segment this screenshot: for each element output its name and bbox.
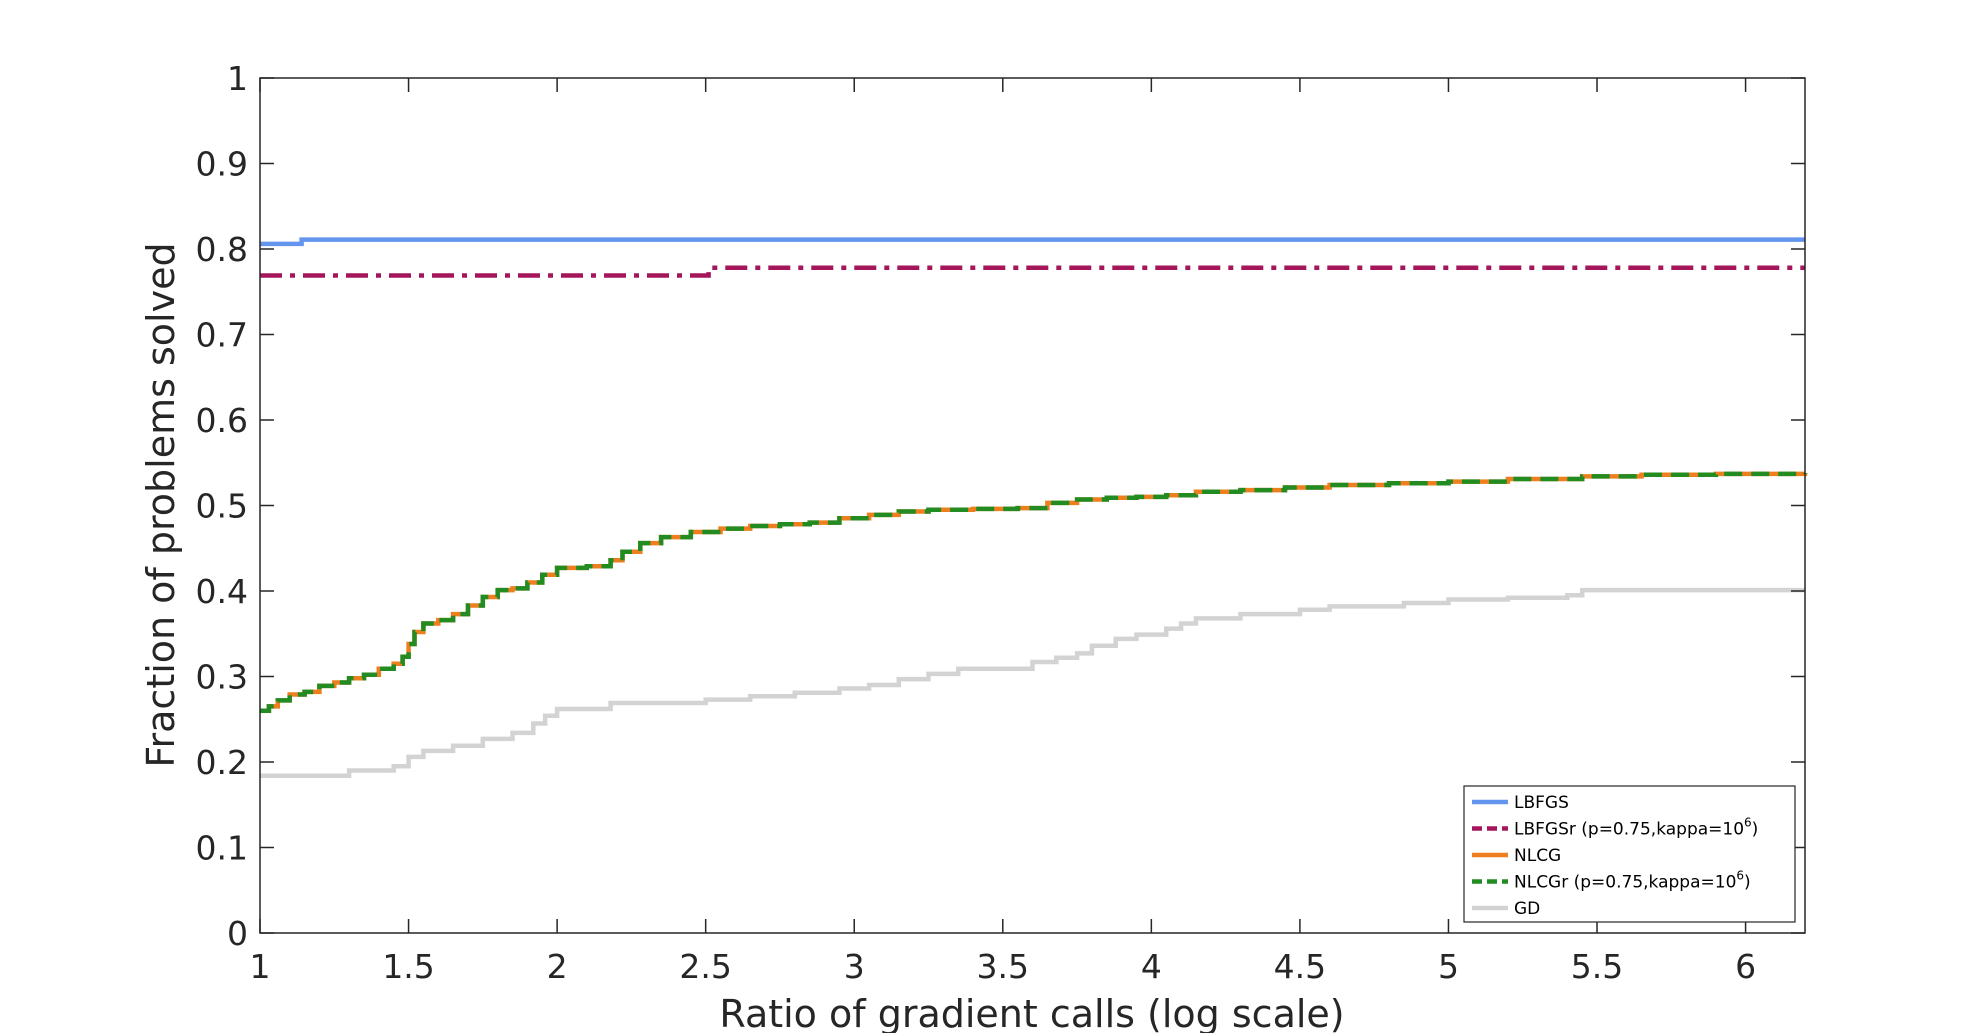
x-axis-label: Ratio of gradient calls (log scale) <box>719 992 1344 1033</box>
x-tick-label: 4.5 <box>1274 947 1326 986</box>
legend-entry-4: GD <box>1514 899 1540 919</box>
y-tick-label: 0 <box>227 914 248 953</box>
series-line-0 <box>260 237 1805 247</box>
y-tick-label: 0.1 <box>196 829 248 868</box>
y-tick-label: 0.4 <box>196 572 248 611</box>
legend-entry-0: LBFGS <box>1514 793 1569 813</box>
legend: LBFGS LBFGSr (p=0.75,kappa=106) NLCG NLCGr … <box>1463 785 1796 923</box>
series-line-1 <box>260 265 1805 278</box>
x-tick-label: 3.5 <box>977 947 1029 986</box>
legend-entry-2: NLCG <box>1514 846 1561 866</box>
x-tick-label: 4 <box>1141 947 1162 986</box>
legend-entry-3: NLCGr (p=0.75,kappa=106) <box>1514 869 1751 893</box>
series-line-4 <box>260 587 1805 778</box>
y-tick-label: 0.3 <box>196 658 248 697</box>
y-tick-label: 1 <box>227 59 248 98</box>
x-tick-label: 3 <box>844 947 865 986</box>
y-tick-label: 0.2 <box>196 743 248 782</box>
y-tick-label: 0.8 <box>196 230 248 269</box>
x-tick-label: 6 <box>1735 947 1756 986</box>
x-tick-label: 5 <box>1438 947 1459 986</box>
x-tick-label: 2 <box>547 947 568 986</box>
x-tick-label: 1.5 <box>382 947 434 986</box>
series-line-3 <box>260 471 1808 713</box>
y-tick-label: 0.9 <box>196 145 248 184</box>
x-tick-label: 5.5 <box>1571 947 1623 986</box>
y-tick-label: 0.6 <box>196 401 248 440</box>
x-tick-label: 2.5 <box>679 947 731 986</box>
y-axis-label: Fraction of problems solved <box>139 242 183 767</box>
ticks-layer: 1 1.5 2 2.5 3 3.5 4 4.5 5 5.5 6 0 0.1 0.2 0.3 0.4 0.5 0.6… <box>196 59 1805 986</box>
legend-entry-1: LBFGSr (p=0.75,kappa=106) <box>1514 816 1758 840</box>
y-tick-label: 0.7 <box>196 316 248 355</box>
series-layer <box>260 237 1808 778</box>
y-tick-label: 0.5 <box>196 487 248 526</box>
legend-box <box>1463 785 1796 923</box>
x-tick-label: 1 <box>250 947 271 986</box>
